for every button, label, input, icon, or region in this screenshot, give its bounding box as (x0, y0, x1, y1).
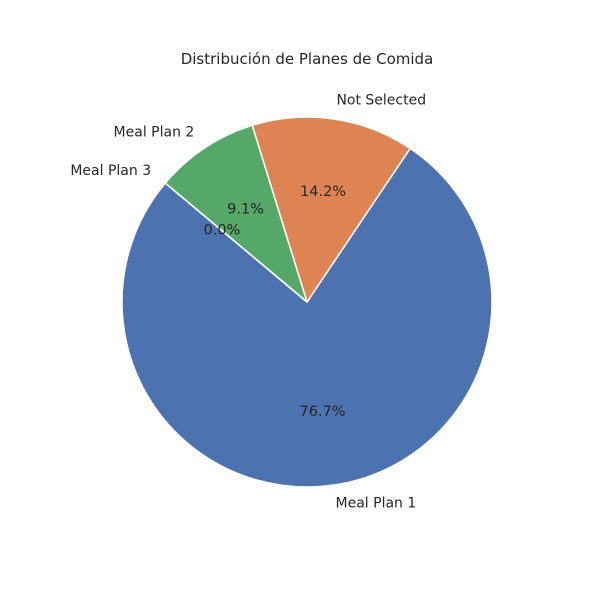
slice-pct-meal-plan-3: 0.0% (204, 223, 241, 239)
slice-pct-meal-plan-2: 9.1% (227, 202, 264, 218)
slice-pct-not-selected: 14.2% (300, 184, 346, 200)
slice-pct-meal-plan-1: 76.7% (300, 404, 346, 420)
slice-meal-plan-1 (121, 147, 493, 488)
slice-not-selected (251, 116, 411, 303)
slice-label-meal-plan-3: Meal Plan 3 (70, 163, 151, 179)
slice-meal-plan-3 (164, 182, 308, 303)
slice-label-not-selected: Not Selected (336, 93, 426, 109)
slice-label-meal-plan-1: Meal Plan 1 (336, 495, 417, 511)
pie-labels: Meal Plan 1 76.7% Not Selected 14.2% Meal Pl… (70, 93, 426, 512)
chart-title: Distribución de Planes de Comida (181, 50, 434, 68)
slice-meal-plan-2 (164, 124, 308, 303)
slice-label-meal-plan-2: Meal Plan 2 (114, 125, 195, 141)
pie-slices (121, 116, 493, 488)
